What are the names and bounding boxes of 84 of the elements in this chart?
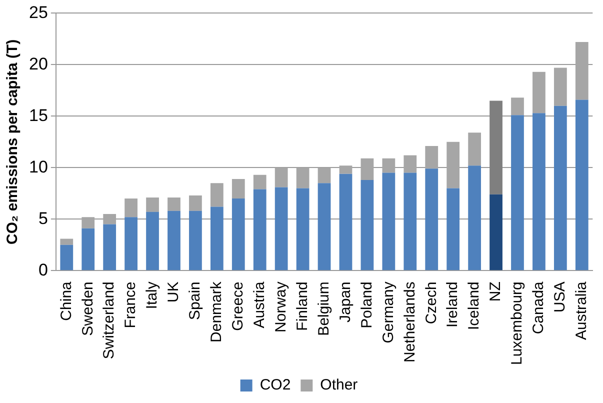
y-axis-title: CO₂ emissions per capita (T) (4, 39, 22, 244)
x-tick-label: NZ (487, 282, 504, 302)
bar (274, 168, 288, 188)
x-tick-label: Belgium (315, 282, 332, 336)
bar (60, 238, 74, 245)
x-tick-label: Poland (358, 282, 376, 328)
bar (103, 214, 116, 224)
x-tick-label: USA (552, 282, 569, 312)
x-tick-label: Iceland (466, 282, 483, 330)
bar (189, 195, 202, 211)
bar (82, 228, 95, 270)
x-tick-label: France (122, 282, 140, 328)
bar (554, 106, 567, 270)
bar (575, 42, 588, 100)
bar (60, 244, 74, 270)
bar (253, 174, 266, 190)
x-tick-label: Czech (422, 282, 440, 324)
bar (468, 166, 481, 270)
bar (232, 178, 245, 199)
x-tick-label: Netherlands (401, 282, 418, 363)
bar (382, 172, 396, 270)
legend-label: CO2 (260, 376, 291, 394)
bar (425, 168, 438, 270)
bar (360, 158, 374, 180)
x-tick-label: Italy (144, 281, 161, 310)
bar (404, 172, 417, 270)
bar (210, 206, 224, 270)
bar (490, 100, 502, 194)
x-tick-label: Norway (272, 281, 290, 332)
y-tick-label: 20 (28, 54, 48, 74)
bar (382, 158, 396, 173)
y-tick-label: 5 (38, 208, 48, 228)
bar (511, 98, 524, 116)
x-tick-label: Ireland (444, 282, 462, 328)
x-tick-label: UK (165, 282, 182, 302)
bar (253, 189, 266, 270)
bar (124, 217, 138, 270)
x-tick-label: Denmark (208, 281, 226, 342)
bar (446, 142, 460, 188)
y-tick-label: 15 (28, 106, 48, 125)
bar (296, 188, 310, 270)
bar (339, 166, 352, 174)
bar (146, 198, 159, 212)
x-tick-label: Switzerland (100, 282, 118, 360)
bar (274, 187, 288, 270)
bar (532, 72, 546, 114)
x-tick-label: Greece (230, 282, 247, 331)
bar (296, 168, 310, 188)
bar (318, 168, 331, 184)
bar (146, 212, 159, 270)
bar (124, 198, 138, 218)
bar (318, 183, 331, 270)
x-tick-label: Luxembourg (508, 282, 526, 366)
y-tick-label: 0 (38, 260, 48, 280)
bar (554, 68, 567, 106)
x-tick-label: Canada (530, 280, 548, 334)
y-tick-label: 25 (28, 2, 48, 22)
bar (168, 198, 180, 211)
bar (103, 224, 116, 270)
x-tick-label: Germany (380, 281, 397, 344)
x-tick-label: Japan (336, 282, 354, 322)
bar (404, 155, 417, 173)
bar (360, 180, 374, 270)
legend-label: Other (320, 376, 358, 394)
x-tick-label: Finland (294, 282, 311, 331)
x-tick-label: Sweden (79, 282, 96, 336)
x-tick-label: Spain (186, 282, 204, 320)
bar (532, 113, 546, 270)
bar (82, 217, 95, 228)
bar (446, 188, 460, 270)
bar (168, 210, 180, 270)
x-tick-label: Austria (251, 280, 268, 328)
bar (189, 210, 202, 270)
y-tick-label: 10 (28, 157, 48, 176)
bar (339, 174, 352, 270)
bar (490, 194, 502, 270)
bar (232, 198, 245, 270)
bar (511, 115, 524, 270)
x-tick-label: Australia (573, 280, 590, 340)
bar (468, 132, 481, 166)
bar (210, 183, 224, 207)
bar (575, 100, 588, 270)
x-tick-label: China (58, 280, 75, 321)
bar (425, 146, 438, 169)
